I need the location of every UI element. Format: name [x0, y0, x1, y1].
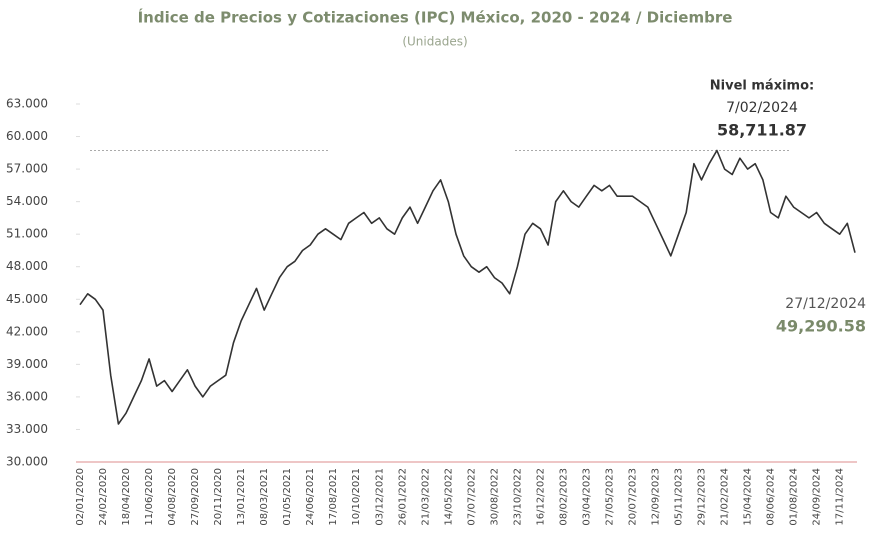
x-tick-label: 24/02/2020 — [98, 468, 109, 526]
x-tick-label: 17/08/2021 — [328, 468, 339, 526]
y-tick-label: 51.000 — [6, 227, 48, 241]
x-tick-label: 04/08/2020 — [167, 468, 178, 526]
x-tick-label: 10/10/2021 — [351, 468, 362, 526]
x-tick-label: 27/09/2020 — [190, 468, 201, 526]
y-tick-label: 36.000 — [6, 389, 48, 403]
y-tick-label: 42.000 — [6, 324, 48, 338]
chart-subtitle: (Unidades) — [402, 35, 467, 49]
y-tick-label: 39.000 — [6, 357, 48, 371]
x-tick-label: 24/06/2021 — [305, 468, 316, 526]
x-tick-label: 20/11/2020 — [213, 468, 224, 526]
x-tick-label: 01/08/2024 — [789, 468, 800, 526]
x-tick-label: 03/12/2021 — [374, 468, 385, 526]
y-tick-label: 48.000 — [6, 259, 48, 273]
y-tick-label: 60.000 — [6, 129, 48, 143]
x-tick-label: 27/05/2023 — [604, 468, 615, 526]
x-tick-label: 30/08/2022 — [489, 468, 500, 526]
x-tick-label: 20/07/2023 — [627, 468, 638, 526]
y-tick-label: 45.000 — [6, 292, 48, 306]
x-tick-label: 08/06/2024 — [766, 468, 777, 526]
last-note-date: 27/12/2024 — [785, 296, 866, 312]
x-tick-label: 12/09/2023 — [650, 468, 661, 526]
x-tick-label: 29/12/2023 — [697, 468, 708, 526]
y-tick-label: 33.000 — [6, 422, 48, 436]
x-tick-label: 16/12/2022 — [535, 468, 546, 526]
x-tick-label: 01/05/2021 — [282, 468, 293, 526]
x-tick-label: 03/04/2023 — [581, 468, 592, 526]
x-tick-label: 26/01/2022 — [397, 468, 408, 526]
x-tick-label: 15/04/2024 — [743, 468, 754, 526]
x-tick-label: 23/10/2022 — [512, 468, 523, 526]
y-tick-label: 57.000 — [6, 162, 48, 176]
y-tick-label: 30.000 — [6, 455, 48, 469]
x-tick-label: 21/02/2024 — [720, 468, 731, 526]
x-tick-label: 07/07/2022 — [466, 468, 477, 526]
y-tick-label: 54.000 — [6, 194, 48, 208]
x-tick-label: 11/06/2020 — [144, 468, 155, 526]
x-tick-label: 24/09/2024 — [812, 468, 823, 526]
x-tick-label: 21/03/2022 — [420, 468, 431, 526]
x-tick-label: 14/05/2022 — [443, 468, 454, 526]
max-value-label: 58,711.87 — [717, 121, 807, 140]
chart-title: Índice de Precios y Cotizaciones (IPC) M… — [138, 8, 733, 27]
x-tick-label: 02/01/2020 — [75, 468, 86, 526]
x-tick-label: 18/04/2020 — [121, 468, 132, 526]
max-note-title: Nivel máximo: — [710, 79, 814, 94]
last-value-label: 49,290.58 — [776, 317, 866, 336]
x-tick-label: 17/11/2024 — [835, 468, 846, 526]
x-tick-label: 05/11/2023 — [674, 468, 685, 526]
y-tick-label: 63.000 — [6, 97, 48, 111]
max-note-date: 7/02/2024 — [726, 100, 798, 116]
x-tick-label: 13/01/2021 — [236, 468, 247, 526]
ipc-line — [79, 149, 856, 425]
x-tick-label: 08/02/2023 — [558, 468, 569, 526]
x-tick-label: 08/03/2021 — [259, 468, 270, 526]
